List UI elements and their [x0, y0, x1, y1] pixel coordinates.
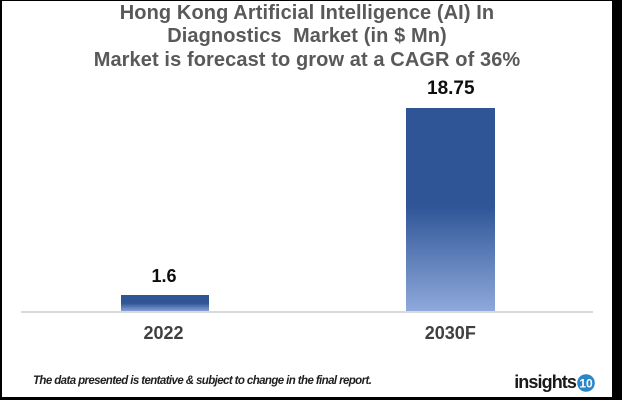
svg-text:10: 10: [579, 376, 593, 390]
